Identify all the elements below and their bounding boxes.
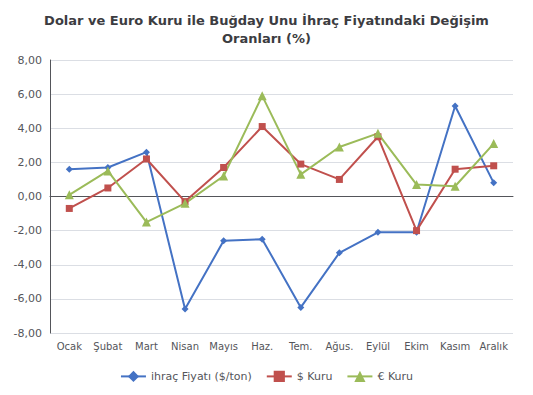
- svg-text:Oranları (%): Oranları (%): [222, 31, 311, 46]
- svg-text:€ Kuru: € Kuru: [377, 370, 413, 383]
- svg-text:8,00: 8,00: [18, 54, 43, 67]
- svg-text:-8,00: -8,00: [14, 327, 42, 340]
- svg-text:Tem.: Tem.: [288, 341, 312, 352]
- svg-text:$ Kuru: $ Kuru: [297, 370, 333, 383]
- svg-text:Ekim: Ekim: [404, 341, 429, 352]
- svg-text:-2,00: -2,00: [14, 224, 42, 237]
- svg-text:Dolar ve Euro Kuru ile Buğday: Dolar ve Euro Kuru ile Buğday Unu İhraç …: [44, 13, 489, 28]
- svg-text:-6,00: -6,00: [14, 292, 42, 305]
- svg-text:-4,00: -4,00: [14, 258, 42, 271]
- svg-text:4,00: 4,00: [18, 122, 43, 135]
- svg-text:Aralık: Aralık: [479, 341, 508, 352]
- svg-text:Nisan: Nisan: [171, 341, 199, 352]
- svg-text:6,00: 6,00: [18, 88, 43, 101]
- svg-text:ihraç Fiyatı ($/ton): ihraç Fiyatı ($/ton): [151, 370, 252, 383]
- svg-text:Haz.: Haz.: [251, 341, 273, 352]
- svg-text:Mart: Mart: [135, 341, 158, 352]
- svg-text:2,00: 2,00: [18, 156, 43, 169]
- svg-text:Mayıs: Mayıs: [209, 341, 238, 352]
- svg-text:Şubat: Şubat: [93, 341, 122, 352]
- svg-text:Eylül: Eylül: [366, 341, 390, 352]
- svg-text:Kasım: Kasım: [440, 341, 470, 352]
- svg-text:Ağus.: Ağus.: [325, 341, 353, 352]
- svg-text:0,00: 0,00: [18, 190, 43, 203]
- svg-text:Ocak: Ocak: [57, 341, 82, 352]
